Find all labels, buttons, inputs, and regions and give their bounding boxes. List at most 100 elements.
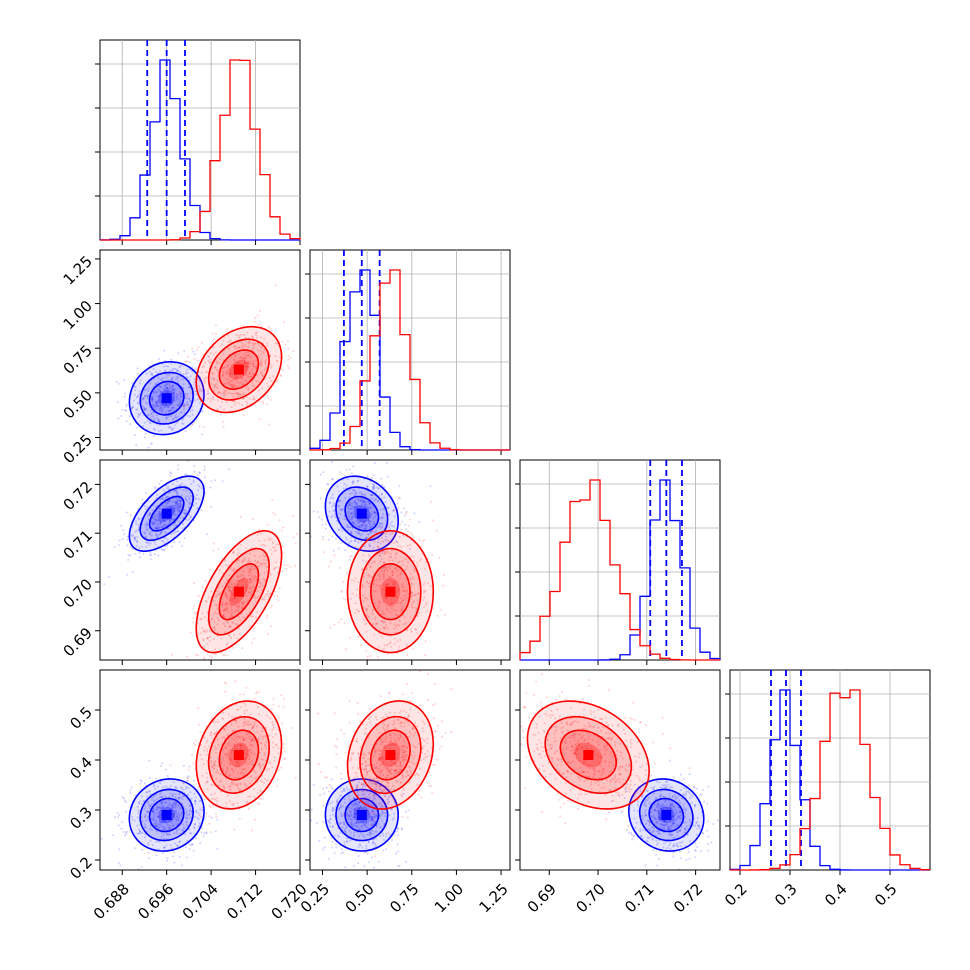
scatter-point (159, 532, 162, 535)
scatter-point (391, 559, 394, 562)
scatter-point (356, 525, 359, 528)
scatter-point (395, 539, 398, 542)
scatter-point (169, 499, 172, 502)
scatter-point (251, 565, 254, 568)
scatter-point (172, 417, 175, 420)
scatter-point (238, 693, 241, 696)
scatter-point (143, 408, 146, 411)
scatter-point (351, 521, 354, 523)
scatter-point (355, 524, 357, 527)
scatter-point (331, 460, 334, 463)
scatter-point (188, 501, 191, 504)
scatter-point (118, 539, 121, 542)
scatter-point (304, 722, 306, 724)
scatter-point (221, 480, 224, 483)
scatter-point (373, 483, 376, 486)
scatter-point (366, 608, 369, 611)
scatter-point (161, 497, 164, 500)
scatter-point (255, 336, 258, 339)
scatter-point (189, 515, 192, 518)
scatter-point (252, 627, 255, 630)
scatter-point (247, 375, 250, 378)
scatter-point (194, 353, 196, 356)
scatter-point (191, 347, 194, 350)
scatter-point (143, 782, 146, 785)
scatter-point (168, 833, 171, 836)
scatter-point (264, 555, 267, 558)
scatter-point (181, 523, 184, 526)
scatter-point (260, 363, 263, 366)
scatter-point (353, 489, 355, 492)
scatter-point (260, 345, 263, 348)
scatter-point (231, 597, 233, 600)
scatter-point (152, 811, 155, 814)
scatter-point (348, 542, 350, 545)
scatter-point (228, 589, 231, 592)
scatter-point (413, 560, 415, 563)
scatter-point (176, 504, 179, 507)
scatter-point (273, 550, 276, 552)
scatter-point (165, 417, 168, 420)
scatter-point (138, 828, 141, 831)
scatter-point (273, 568, 276, 571)
scatter-point (252, 344, 254, 347)
scatter-point (219, 593, 221, 596)
scatter-point (215, 590, 218, 593)
scatter-point (252, 373, 255, 376)
scatter-point (263, 555, 266, 558)
scatter-point (258, 803, 261, 806)
scatter-point (339, 500, 342, 503)
scatter-point (386, 583, 389, 585)
scatter-point (242, 559, 245, 562)
scatter-point (364, 527, 366, 530)
scatter-point (249, 360, 251, 363)
scatter-point (334, 537, 337, 540)
scatter-point (283, 564, 286, 567)
scatter-point (322, 538, 325, 541)
scatter-point (219, 591, 222, 594)
scatter-point (216, 386, 219, 388)
scatter-point (359, 500, 362, 503)
scatter-point (363, 500, 366, 503)
scatter-point (424, 654, 427, 657)
scatter-point (171, 794, 174, 797)
scatter-point (176, 823, 179, 825)
scatter-point (159, 531, 162, 534)
scatter-point (180, 494, 183, 497)
scatter-point (365, 568, 368, 571)
scatter-point (236, 376, 238, 379)
scatter-point (219, 345, 222, 347)
scatter-point (413, 594, 416, 597)
scatter-point (241, 404, 244, 406)
scatter-point (363, 521, 366, 523)
scatter-point (195, 502, 198, 505)
scatter-point (383, 644, 386, 647)
scatter-point (366, 852, 369, 855)
scatter-point (131, 535, 134, 538)
scatter-point (185, 376, 188, 378)
scatter-point (227, 589, 230, 592)
scatter-point (388, 528, 391, 531)
scatter-point (167, 787, 170, 790)
scatter-point (211, 377, 214, 380)
scatter-point (195, 837, 197, 840)
scatter-point (136, 832, 139, 835)
scatter-point (382, 507, 385, 510)
scatter-point (189, 804, 192, 807)
scatter-point (373, 462, 376, 464)
scatter-point (425, 601, 428, 604)
scatter-point (179, 504, 181, 507)
scatter-point (265, 565, 268, 568)
scatter-point (156, 417, 159, 420)
scatter-point (194, 796, 197, 799)
scatter-point (181, 417, 184, 420)
scatter-point (151, 520, 153, 523)
scatter-point (243, 344, 246, 347)
scatter-point (418, 538, 421, 541)
scatter-point (255, 364, 258, 367)
scatter-point (409, 547, 411, 550)
scatter-point (310, 808, 313, 811)
scatter-point (424, 640, 427, 643)
scatter-point (348, 501, 351, 504)
scatter-point (436, 758, 438, 761)
